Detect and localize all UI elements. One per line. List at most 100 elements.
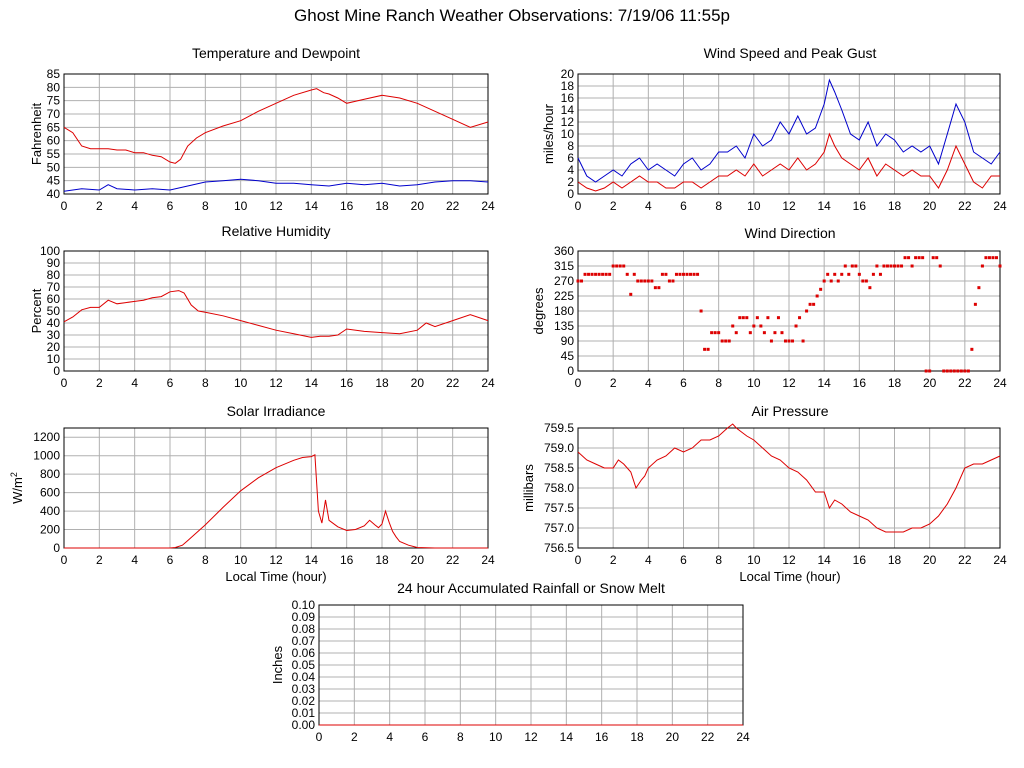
- press-ytick-label: 757.0: [544, 521, 574, 535]
- temp-ytick-label: 70: [47, 107, 61, 121]
- rh-ytick-label: 60: [47, 292, 61, 306]
- rh-ytick-label: 30: [47, 328, 61, 342]
- rh-ytick-label: 80: [47, 268, 61, 282]
- solar-xtick-label: 22: [446, 553, 460, 567]
- wdir-point: [604, 272, 608, 276]
- temp-ytick-label: 60: [47, 134, 61, 148]
- wdir-point: [787, 339, 791, 343]
- wdir-point: [914, 256, 918, 260]
- rain-xtick-label: 10: [489, 730, 503, 744]
- rain-ytick-label: 0.00: [292, 718, 316, 732]
- solar-xtick-label: 0: [61, 553, 68, 567]
- temp-ytick-label: 40: [47, 187, 61, 201]
- rain-xtick-label: 8: [457, 730, 464, 744]
- wind-ytick-label: 18: [561, 79, 575, 93]
- solar-ytick-label: 200: [40, 523, 60, 537]
- temp-ytick-label: 50: [47, 160, 61, 174]
- wdir-point: [994, 256, 998, 260]
- rain-xtick-label: 4: [386, 730, 393, 744]
- wdir-chart-title: Wind Direction: [744, 225, 835, 241]
- wdir-point: [945, 369, 949, 373]
- temp-xtick-label: 16: [340, 199, 354, 213]
- rain-xtick-label: 0: [316, 730, 323, 744]
- temp-ylabel: Fahrenheit: [29, 103, 44, 166]
- temp-xtick-label: 4: [131, 199, 138, 213]
- wdir-point: [791, 339, 795, 343]
- wind-xtick-label: 10: [747, 199, 761, 213]
- wind-ytick-label: 10: [561, 127, 575, 141]
- wdir-point: [871, 272, 875, 276]
- wdir-point: [583, 272, 587, 276]
- wdir-point: [956, 369, 960, 373]
- wdir-xtick-label: 18: [888, 376, 902, 390]
- wdir-point: [885, 264, 889, 268]
- wdir-point: [840, 272, 844, 276]
- wdir-point: [611, 264, 615, 268]
- wdir-xtick-label: 24: [993, 376, 1007, 390]
- wdir-point: [653, 286, 657, 290]
- wdir-point: [868, 286, 872, 290]
- wind-ytick-label: 2: [567, 175, 574, 189]
- wdir-xtick-label: 8: [715, 376, 722, 390]
- wdir-point: [805, 309, 809, 313]
- press-ytick-label: 759.5: [544, 421, 574, 435]
- press-xtick-label: 14: [817, 553, 831, 567]
- wdir-point: [755, 316, 759, 320]
- wdir-point: [984, 256, 988, 260]
- wdir-xtick-label: 4: [645, 376, 652, 390]
- wind-xtick-label: 4: [645, 199, 652, 213]
- temp-xtick-label: 14: [305, 199, 319, 213]
- rain-ylabel: Inches: [270, 645, 285, 684]
- wdir-point: [660, 272, 664, 276]
- wdir-point: [987, 256, 991, 260]
- press-xlabel: Local Time (hour): [739, 569, 840, 584]
- wdir-xtick-label: 6: [680, 376, 687, 390]
- rh-xtick-label: 10: [234, 376, 248, 390]
- wind-ytick-label: 4: [567, 163, 574, 177]
- wdir-ytick-label: 315: [554, 259, 574, 273]
- wdir-point: [812, 302, 816, 306]
- wdir-ytick-label: 360: [554, 244, 574, 258]
- solar-xtick-label: 8: [202, 553, 209, 567]
- wdir-ytick-label: 135: [554, 319, 574, 333]
- solar-xtick-label: 14: [305, 553, 319, 567]
- wdir-point: [783, 339, 787, 343]
- rh-ytick-label: 10: [47, 352, 61, 366]
- solar-chart-title: Solar Irradiance: [227, 403, 326, 419]
- wdir-point: [875, 264, 879, 268]
- wdir-point: [773, 331, 777, 335]
- wdir-point: [594, 272, 598, 276]
- rain-ytick-label: 0.06: [292, 646, 316, 660]
- wdir-point: [639, 279, 643, 283]
- temp-chart-title: Temperature and Dewpoint: [192, 45, 360, 61]
- wdir-point: [854, 264, 858, 268]
- press-xtick-label: 6: [680, 553, 687, 567]
- solar-ylabel: W/m2: [9, 472, 25, 504]
- wdir-point: [766, 316, 770, 320]
- rh-xtick-label: 0: [61, 376, 68, 390]
- wind-ytick-label: 6: [567, 151, 574, 165]
- wdir-point: [597, 272, 601, 276]
- solar-xtick-label: 24: [481, 553, 495, 567]
- wind-xtick-label: 0: [575, 199, 582, 213]
- wdir-point: [618, 264, 622, 268]
- wdir-xtick-label: 12: [782, 376, 796, 390]
- rh-ytick-label: 70: [47, 280, 61, 294]
- rh-xtick-label: 22: [446, 376, 460, 390]
- rh-ytick-label: 100: [40, 244, 60, 258]
- temp-ytick-label: 65: [47, 120, 61, 134]
- wdir-point: [966, 369, 970, 373]
- wind-xtick-label: 16: [853, 199, 867, 213]
- wind-chart-title: Wind Speed and Peak Gust: [704, 45, 877, 61]
- temp-xtick-label: 0: [61, 199, 68, 213]
- temp-ytick-label: 85: [47, 67, 61, 81]
- temp-xtick-label: 18: [375, 199, 389, 213]
- wdir-point: [727, 339, 731, 343]
- solar-xtick-label: 16: [340, 553, 354, 567]
- wdir-point: [998, 264, 1002, 268]
- temp-ytick-label: 75: [47, 94, 61, 108]
- wdir-point: [819, 287, 823, 291]
- wdir-point: [903, 256, 907, 260]
